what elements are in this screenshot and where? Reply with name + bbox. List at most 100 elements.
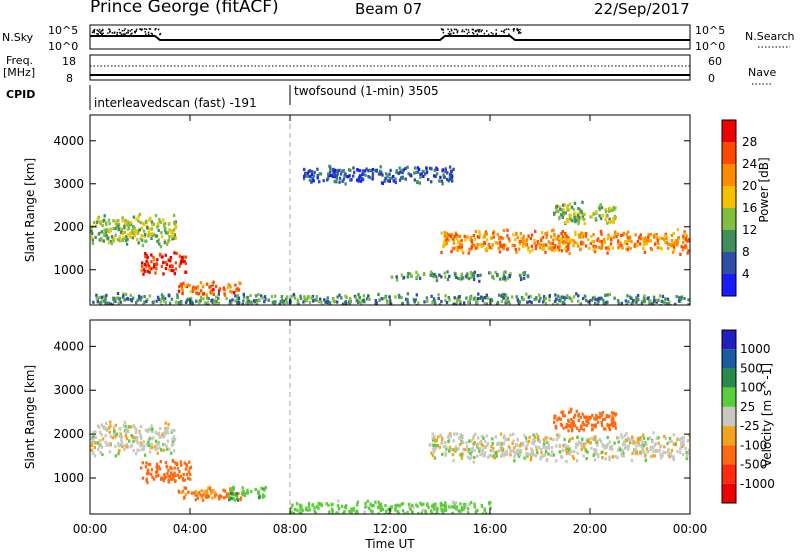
echo-cell <box>448 505 451 509</box>
echo-cell <box>441 182 444 186</box>
nsearch-tick-bottom: 10^0 <box>695 40 725 53</box>
echo-cell <box>489 454 493 458</box>
echo-cell <box>148 436 152 440</box>
cpid-panel: CPID interleavedscan (fast) -191 twofsou… <box>6 84 439 110</box>
echo-cell <box>553 247 556 251</box>
echo-cell <box>562 410 565 414</box>
echo-cell <box>579 302 582 305</box>
echo-cell <box>458 442 462 447</box>
echo-cell <box>507 237 511 241</box>
colorbar-swatch <box>722 464 736 484</box>
echo-cell <box>608 292 611 297</box>
echo-cell <box>338 293 341 297</box>
echo-cell <box>261 493 265 497</box>
echo-cell <box>430 511 433 514</box>
echo-cell <box>117 222 121 226</box>
echo-cell <box>246 295 249 300</box>
nsearch-dot <box>495 33 497 36</box>
echo-cell <box>631 451 634 455</box>
echo-cell <box>371 177 374 181</box>
echo-cell <box>519 444 522 448</box>
echo-cell <box>502 277 505 281</box>
echo-cell <box>592 424 596 428</box>
echo-cell <box>357 300 360 304</box>
echo-cell <box>637 303 640 305</box>
echo-cell <box>567 242 570 246</box>
echo-cell <box>456 248 459 252</box>
echo-cell <box>168 264 172 268</box>
echo-cell <box>676 437 679 441</box>
echo-cell <box>108 230 111 234</box>
echo-cell <box>365 167 368 171</box>
echo-cell <box>357 292 360 297</box>
echo-cell <box>577 233 581 237</box>
echo-cell <box>672 433 676 437</box>
echo-cell <box>270 294 274 299</box>
echo-cell <box>107 218 111 222</box>
echo-cell <box>140 226 143 230</box>
echo-cell <box>300 507 303 511</box>
echo-cell <box>600 206 604 210</box>
echo-cell <box>457 245 460 249</box>
echo-cell <box>480 295 483 299</box>
echo-cell <box>145 253 148 257</box>
echo-cell <box>562 300 565 304</box>
echo-cell <box>127 425 131 429</box>
nsearch-dot <box>111 32 114 34</box>
echo-cell <box>341 302 345 305</box>
echo-cell <box>688 433 690 437</box>
echo-cell <box>177 289 181 293</box>
echo-cell <box>372 504 375 508</box>
echo-cell <box>570 449 573 453</box>
nsearch-dot <box>519 28 521 31</box>
echo-cell <box>572 419 575 424</box>
echo-cell <box>634 450 637 454</box>
echo-cell <box>322 179 325 183</box>
echo-cell <box>369 168 372 172</box>
echo-cell <box>527 439 531 443</box>
echo-cell <box>274 300 277 304</box>
echo-cell <box>156 222 160 226</box>
echo-cell <box>539 296 542 300</box>
echo-cell <box>398 504 401 508</box>
echo-cell <box>181 490 184 494</box>
echo-cell <box>154 439 158 443</box>
echo-cell <box>434 439 437 443</box>
nsearch-dot <box>118 28 120 31</box>
echo-cell <box>305 298 308 302</box>
echo-cell <box>472 434 475 438</box>
echo-cell <box>608 455 611 459</box>
echo-cell <box>657 441 660 445</box>
echo-cell <box>260 486 263 490</box>
echo-cell <box>645 242 649 246</box>
echo-cell <box>567 410 571 415</box>
echo-cell <box>655 234 658 238</box>
echo-cell <box>451 179 454 183</box>
echo-cell <box>308 508 311 512</box>
echo-cell <box>106 228 109 232</box>
echo-cell <box>489 302 492 305</box>
echo-cell <box>430 509 433 513</box>
echo-cell <box>476 436 480 440</box>
echo-cell <box>630 458 634 462</box>
echo-cell <box>172 232 175 236</box>
colorbar-frame <box>721 119 737 297</box>
echo-cell <box>457 509 460 513</box>
echo-cell <box>138 228 141 232</box>
echo-cell <box>386 174 389 178</box>
echo-cell <box>374 500 377 504</box>
nsearch-dot <box>512 30 515 32</box>
echo-cell <box>627 444 630 448</box>
echo-cell <box>166 471 169 475</box>
echo-cell <box>525 452 528 456</box>
echo-cell <box>599 415 602 419</box>
echo-cell <box>361 172 364 177</box>
echo-cell <box>228 498 231 502</box>
echo-cell <box>588 246 591 251</box>
echo-cell <box>642 246 645 251</box>
echo-cell <box>302 167 306 171</box>
echo-cell <box>350 510 353 514</box>
echo-cell <box>194 498 197 502</box>
echo-cell <box>455 447 459 451</box>
